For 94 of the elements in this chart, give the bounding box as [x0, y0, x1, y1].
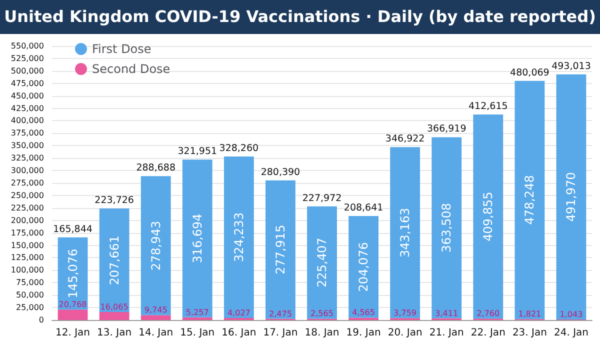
y-tick-label: 475,000 — [10, 78, 44, 88]
bar — [348, 216, 378, 318]
data-label: 225,407 — [315, 238, 329, 288]
data-label: 1,821 — [518, 310, 542, 319]
total-label: 366,919 — [426, 124, 466, 135]
y-tick-label: 550,000 — [10, 42, 44, 50]
bar — [58, 310, 88, 320]
chart-title: United Kingdom COVID-19 Vaccinations · Daily (by date reported) — [0, 0, 600, 34]
legend-label: Second Dose — [92, 62, 170, 76]
data-label: 2,475 — [269, 309, 292, 318]
total-label: 227,972 — [302, 192, 342, 204]
bar — [390, 147, 420, 318]
data-label: 409,855 — [481, 192, 496, 242]
total-label: 321,951 — [178, 146, 218, 158]
data-label: 491,970 — [564, 172, 578, 222]
data-label: 20,768 — [58, 300, 87, 310]
y-tick-label: 200,000 — [10, 216, 44, 225]
total-label: 223,726 — [94, 195, 134, 206]
y-tick-label: 225,000 — [10, 203, 44, 212]
bar — [140, 176, 171, 316]
bar — [266, 180, 296, 319]
total-label: 288,688 — [136, 162, 176, 174]
total-label: 493,013 — [552, 60, 591, 72]
data-label: 9,745 — [144, 306, 168, 315]
y-tick-label: 500,000 — [10, 66, 44, 76]
y-tick-label: 525,000 — [10, 54, 44, 63]
data-label: 1,043 — [560, 310, 583, 319]
bar — [99, 208, 130, 312]
x-tick-label: 23. Jan — [512, 328, 547, 338]
y-tick-label: 100,000 — [10, 266, 44, 275]
total-label: 480,069 — [510, 67, 550, 78]
data-label: 316,694 — [190, 214, 204, 264]
x-tick-label: 21. Jan — [429, 328, 464, 338]
bar — [182, 317, 212, 320]
bar — [514, 80, 545, 320]
total-label: 328,260 — [219, 142, 259, 154]
data-label: 324,233 — [232, 212, 246, 262]
total-label: 412,615 — [468, 100, 508, 112]
x-tick-label: 22. Jan — [470, 328, 506, 338]
x-tick-label: 17. Jan — [263, 328, 298, 338]
x-tick-label: 19. Jan — [346, 328, 381, 338]
x-tick-label: 15. Jan — [180, 328, 215, 338]
bar — [140, 315, 171, 320]
x-tick-label: 24. Jan — [554, 328, 588, 338]
y-tick-label: 175,000 — [10, 228, 44, 238]
bar — [182, 160, 212, 318]
data-label: 5,257 — [186, 308, 209, 317]
y-tick-label: 75,000 — [16, 278, 44, 288]
data-label: 4,565 — [352, 308, 375, 318]
data-label: 145,076 — [66, 248, 80, 298]
y-tick-label: 275,000 — [10, 178, 44, 188]
data-label: 207,661 — [107, 235, 122, 286]
x-tick-label: 16. Jan — [222, 328, 256, 338]
y-tick-label: 325,000 — [10, 154, 44, 163]
total-label: 346,922 — [385, 134, 425, 145]
data-label: 478,248 — [522, 175, 537, 225]
bar — [432, 137, 462, 318]
data-label: 3,411 — [435, 308, 458, 318]
bar — [307, 206, 337, 319]
y-tick-label: 25,000 — [16, 303, 44, 312]
x-tick-label: 12. Jan — [56, 328, 90, 338]
x-tick-label: 13. Jan — [97, 328, 132, 338]
y-tick-label: 150,000 — [10, 240, 44, 250]
data-label: 204,076 — [356, 242, 371, 292]
y-tick-label: 50,000 — [16, 290, 44, 300]
y-tick-label: 350,000 — [10, 141, 44, 150]
data-label: 277,915 — [273, 224, 288, 274]
bar — [473, 114, 504, 319]
y-tick-label: 250,000 — [10, 190, 44, 200]
y-tick-label: 425,000 — [10, 104, 44, 113]
bar — [556, 74, 586, 320]
data-label: 2,565 — [310, 309, 334, 318]
y-tick-label: 125,000 — [10, 253, 44, 262]
total-label: 208,641 — [344, 202, 384, 214]
legend-label: First Dose — [92, 42, 152, 56]
x-tick-label: 20. Jan — [388, 328, 422, 338]
bar — [99, 312, 130, 320]
bar — [224, 156, 254, 318]
y-tick-label: 0 — [38, 316, 44, 324]
y-tick-label: 300,000 — [10, 166, 44, 176]
y-tick-label: 450,000 — [10, 91, 44, 100]
data-label: 4,027 — [227, 308, 250, 318]
data-label: 363,508 — [440, 202, 454, 253]
data-label: 343,163 — [398, 208, 412, 258]
y-tick-label: 400,000 — [10, 116, 44, 126]
data-label: 16,065 — [100, 302, 128, 312]
x-tick-label: 18. Jan — [304, 328, 340, 338]
data-label: 278,943 — [148, 220, 163, 270]
x-tick-label: 14. Jan — [138, 328, 174, 338]
total-label: 280,390 — [260, 166, 300, 178]
total-label: 165,844 — [53, 224, 92, 235]
y-tick-label: 375,000 — [10, 128, 44, 138]
data-label: 2,760 — [476, 309, 500, 318]
data-label: 3,759 — [394, 308, 417, 318]
